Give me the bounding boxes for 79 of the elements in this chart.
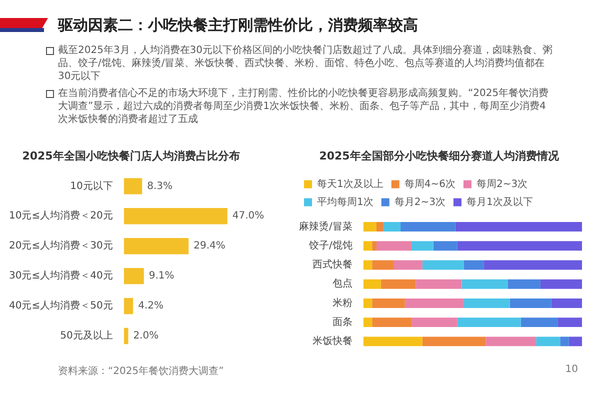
bar: [363, 260, 372, 270]
bar: [124, 328, 128, 344]
text: 资料来源：“2025年餐饮消费大调查”: [58, 364, 224, 378]
bar: [520, 318, 558, 328]
bar: [372, 241, 376, 251]
bar: [376, 241, 412, 251]
bar: [124, 268, 144, 284]
bar: [124, 298, 134, 314]
y-tick-label: 饺子/馄饨: [308, 239, 352, 252]
text: 10: [565, 364, 578, 377]
bar: [558, 318, 582, 328]
chart-title: 2025年全国小吃快餐门店人均消费占比分布: [22, 149, 240, 162]
text: 在当前消费者信心不足的市场大环境下，主打刚需、性价比的小吃快餐更容易形成高频复购。“2025年餐饮消费大调查”显示，超过六成的消费者每周至少消费1次米饭快餐、米粉、面条、包子等产品，其中，每周至少消费4次米饭快餐的消费者超过了五成: [58, 88, 549, 125]
y-tick-label: 10元≤人均消费＜20元: [9, 210, 113, 222]
bar: [376, 222, 384, 232]
bar: [433, 241, 458, 251]
legend-label: 每天1次及以上: [317, 178, 384, 190]
bar: [411, 241, 434, 251]
y-tick-label: 10元以下: [70, 180, 113, 192]
bar: [560, 336, 569, 346]
y-tick-label: 麻辣烫/冒菜: [298, 220, 352, 232]
data-label: 29.4%: [194, 240, 226, 252]
bar: [508, 279, 540, 289]
y-tick-label: 面条: [332, 316, 352, 328]
bar: [540, 279, 582, 289]
y-tick-label: 包点: [332, 278, 352, 290]
bar: [400, 222, 456, 232]
bar: [422, 260, 464, 270]
bar: [464, 260, 484, 270]
bar: [462, 279, 508, 289]
y-tick-label: 西式快餐: [312, 258, 352, 271]
bar: [363, 279, 381, 289]
bar: [422, 336, 486, 346]
y-tick-label: 米粉: [332, 296, 352, 309]
bar: [383, 222, 401, 232]
bar: [363, 318, 372, 328]
bar: [457, 318, 521, 328]
data-label: 47.0%: [232, 210, 264, 222]
legend-label: 平均每周1次: [317, 196, 374, 208]
bar: [124, 208, 228, 224]
bar: [372, 298, 405, 308]
bar: [372, 318, 412, 328]
bar: [363, 241, 372, 251]
bar: [416, 279, 462, 289]
bar: [124, 238, 189, 254]
data-label: 4.2%: [138, 300, 164, 312]
bar: [551, 298, 582, 308]
bar: [363, 298, 372, 308]
y-tick-label: 20元≤人均消费＜30元: [9, 240, 113, 252]
bar: [510, 298, 552, 308]
data-label: 8.3%: [147, 180, 173, 192]
bar: [394, 260, 422, 270]
y-tick-label: 40元≤人均消费＜50元: [9, 300, 113, 312]
legend-label: 每周2~3次: [476, 178, 528, 190]
data-label: 9.1%: [148, 270, 174, 282]
y-tick-label: 米饭快餐: [312, 335, 352, 348]
bar: [380, 279, 416, 289]
y-tick-label: 30元≤人均消费＜40元: [9, 270, 113, 282]
bar: [124, 178, 142, 194]
chart-title: 2025年全国部分小吃快餐细分赛道人均消费情况: [319, 149, 560, 162]
bar: [372, 260, 394, 270]
bar: [568, 336, 582, 346]
bar: [484, 260, 582, 270]
bar: [455, 222, 582, 232]
bar: [464, 298, 510, 308]
bar: [536, 336, 560, 346]
legend-label: 每月1次及以下: [466, 196, 533, 208]
legend-label: 每周4~6次: [404, 178, 456, 190]
data-label: 2.0%: [133, 330, 159, 342]
legend-label: 每月2~3次: [394, 196, 446, 208]
bar: [363, 336, 422, 346]
bar: [457, 241, 582, 251]
text: 驱动因素二：小吃快餐主打刚需性价比，消费频率较高: [58, 16, 418, 34]
y-tick-label: 50元及以上: [60, 330, 113, 342]
bar: [404, 298, 464, 308]
text: 截至2025年3月，人均消费在30元以下价格区间的小吃快餐门店数超过了八成。具体到细分赛道，卤味熟食、粥品、饺子/馄饨、麻辣烫/冒菜、米饭快餐、西式快餐、米粉、面馆、特色小吃、包点等赛道的人均消费均值都在30元以下: [58, 45, 553, 82]
bar: [486, 336, 536, 346]
bar: [411, 318, 458, 328]
bar: [363, 222, 376, 232]
